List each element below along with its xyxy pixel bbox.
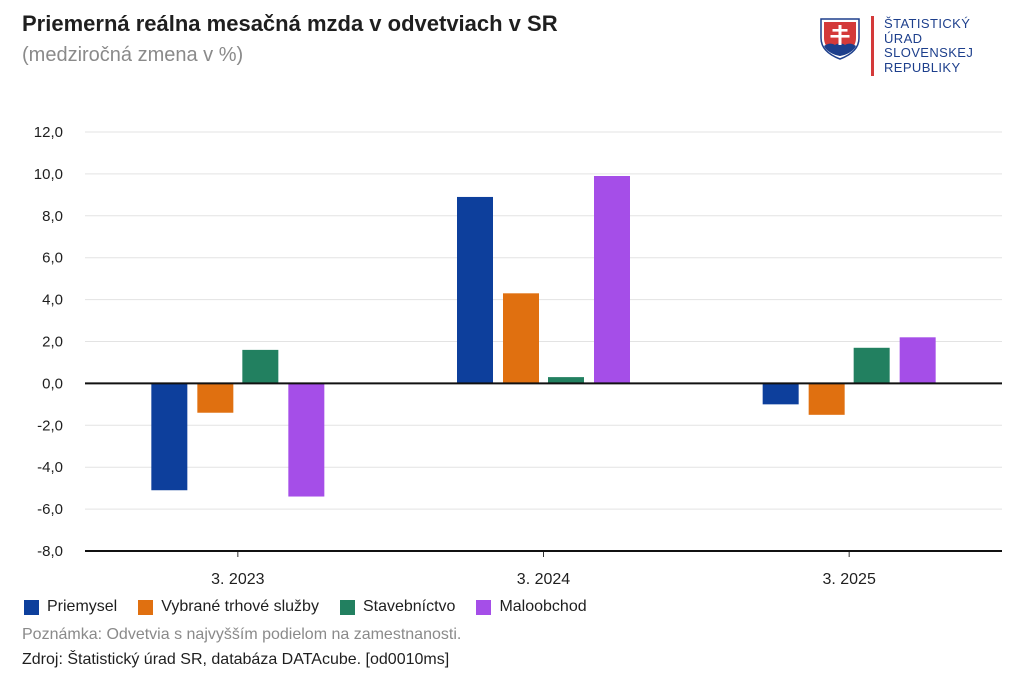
legend-item-priemysel: Priemysel <box>24 598 117 616</box>
bar <box>503 293 539 384</box>
x-tick-label: 3. 2023 <box>211 571 264 588</box>
y-tick-label: 2,0 <box>42 334 63 351</box>
y-tick-label: 4,0 <box>42 292 63 309</box>
logo-line: SLOVENSKEJ <box>884 45 974 60</box>
bar <box>151 383 188 491</box>
legend-swatch <box>339 599 355 615</box>
bar <box>288 383 325 497</box>
y-tick-label: -8,0 <box>37 543 63 560</box>
bar <box>594 175 630 384</box>
y-tick-label: -6,0 <box>37 501 63 518</box>
logo-text: ŠTATISTICKÝ ÚRAD SLOVENSKEJ REPUBLIKY <box>884 16 974 75</box>
x-tick-label: 3. 2024 <box>517 571 570 588</box>
statistical-office-logo: ŠTATISTICKÝ ÚRAD SLOVENSKEJ REPUBLIKY <box>818 16 1008 80</box>
logo-line: ÚRAD <box>884 30 923 46</box>
legend-label: Priemysel <box>47 598 118 615</box>
bar <box>762 383 799 405</box>
legend-label: Maloobchod <box>499 598 587 615</box>
bar <box>197 383 234 413</box>
y-tick-label: 8,0 <box>42 208 63 225</box>
logo-line: ŠTATISTICKÝ <box>884 16 971 31</box>
legend-label: Stavebníctvo <box>362 598 456 615</box>
bar <box>899 337 936 384</box>
source-line: Zdroj: Štatistický úrad SR, databáza DAT… <box>22 651 450 668</box>
legend: Priemysel Vybrané trhové služby Stavební… <box>24 598 608 616</box>
y-tick-label: 12,0 <box>34 124 63 141</box>
bar <box>457 196 493 384</box>
legend-item-maloobchod: Maloobchod <box>476 598 587 616</box>
y-tick-label: -4,0 <box>37 459 63 476</box>
y-tick-label: 6,0 <box>42 250 63 267</box>
legend-swatch <box>24 599 39 615</box>
y-tick-label: 0,0 <box>42 375 63 392</box>
x-tick-label: 3. 2025 <box>822 571 875 588</box>
legend-swatch <box>138 599 154 615</box>
legend-item-stavebnictvo: Stavebníctvo <box>339 598 456 616</box>
legend-swatch <box>476 599 492 615</box>
bar <box>548 377 584 384</box>
logo-line: REPUBLIKY <box>884 59 961 75</box>
bar <box>853 347 890 384</box>
legend-label: Vybrané trhové služby <box>161 598 319 615</box>
footnote: Poznámka: Odvetvia s najvyšším podielom … <box>22 626 462 643</box>
bar <box>808 383 845 415</box>
legend-item-sluzby: Vybrané trhové služby <box>138 598 319 616</box>
coat-of-arms-icon <box>820 18 860 60</box>
logo-divider <box>871 16 874 76</box>
bar <box>242 349 279 384</box>
y-tick-label: -2,0 <box>37 417 63 434</box>
chart-subtitle: (medziročná zmena v %) <box>22 44 244 66</box>
chart-title: Priemerná reálna mesačná mzda v odvetvia… <box>22 11 558 36</box>
y-tick-label: 10,0 <box>34 166 63 183</box>
